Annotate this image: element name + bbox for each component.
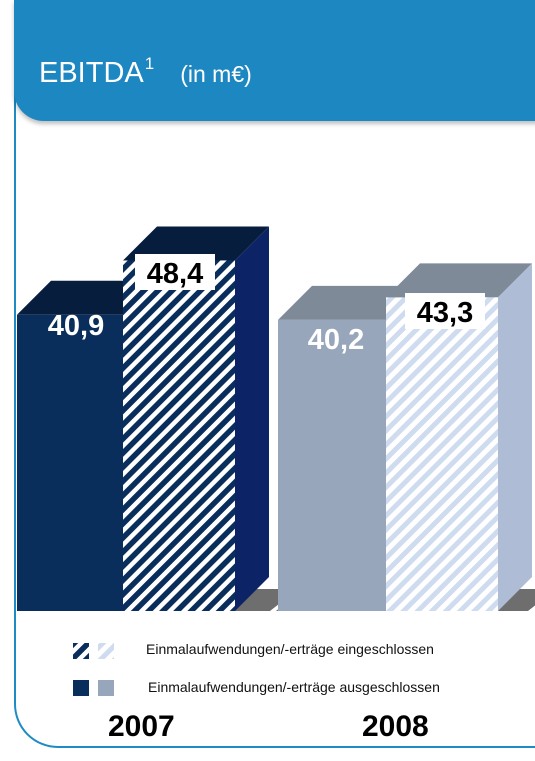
legend-label-excluded: Einmalaufwendungen/-erträge ausgeschloss… <box>148 679 440 695</box>
legend-swatch-included-2008 <box>98 643 114 659</box>
data-label-excluded-2008: 40,2 <box>308 324 364 356</box>
title-footnote-marker: 1 <box>144 54 155 73</box>
title-unit: (in m€) <box>180 61 252 87</box>
legend-swatch-excluded-2007 <box>73 680 89 696</box>
bar-side-included-2008 <box>498 263 532 611</box>
bar-top-included-2007 <box>123 226 269 261</box>
data-label-included-2007: 48,4 <box>147 258 203 290</box>
title-text: EBITDA <box>39 57 144 89</box>
bar-excluded-2008 <box>278 319 386 611</box>
legend-label-included: Einmalaufwendungen/-erträge eingeschloss… <box>146 641 434 657</box>
bar-included-2007 <box>123 260 235 611</box>
data-label-included-2008: 43,3 <box>417 297 473 329</box>
x-tick-label-2008: 2008 <box>362 710 429 743</box>
data-label-bg-included-2008 <box>405 293 485 329</box>
chart-title: EBITDA1 (in m€) <box>39 54 252 90</box>
chart-header <box>14 0 535 121</box>
legend-swatch-excluded-2008 <box>98 680 114 696</box>
x-tick-label-2007: 2007 <box>108 710 175 743</box>
bar-excluded-2007 <box>17 314 123 611</box>
data-label-bg-included-2007 <box>135 254 215 290</box>
bar-side-included-2007 <box>235 226 269 611</box>
bar-top-excluded-2007 <box>17 280 157 315</box>
bar-top-included-2008 <box>386 263 532 298</box>
bar-included-2008 <box>386 297 498 611</box>
legend-swatch-included-2007 <box>73 643 89 659</box>
bar-top-excluded-2008 <box>278 285 420 320</box>
data-label-excluded-2007: 40,9 <box>48 310 104 342</box>
